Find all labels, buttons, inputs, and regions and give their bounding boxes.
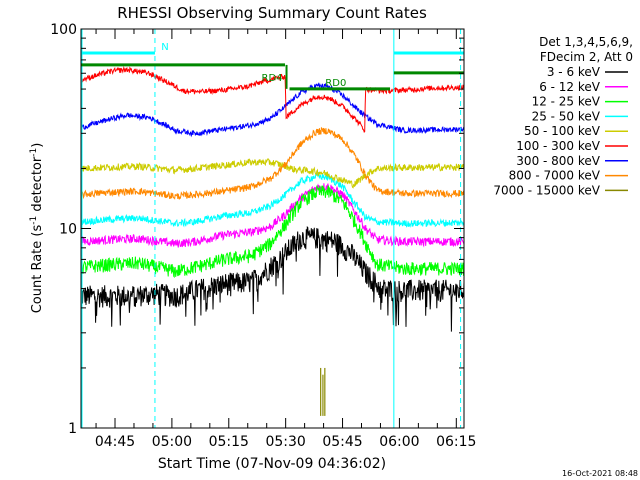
y-axis-title-tail: detector <box>30 156 45 216</box>
series-6-12-kev <box>81 183 464 248</box>
series-line <box>81 171 464 228</box>
legend-label: 7000 - 15000 keV <box>493 183 600 197</box>
legend-entry: 7000 - 15000 keV <box>493 183 628 197</box>
x-tick-label: 06:15 <box>436 434 476 450</box>
legend-entry: 3 - 6 keV <box>547 65 628 79</box>
legend-label: 3 - 6 keV <box>547 65 601 79</box>
legend-entry: 12 - 25 keV <box>532 95 628 109</box>
y-axis-title-end: ) <box>30 143 45 148</box>
series-line <box>81 66 464 133</box>
legend-entry: 50 - 100 keV <box>524 124 628 138</box>
series-800-7000-kev <box>81 126 464 200</box>
legend-header-line-2: FDecim 2, Att 0 <box>540 50 633 64</box>
x-axis-title: Start Time (07-Nov-09 04:36:02) <box>158 456 386 472</box>
legend-label: 100 - 300 keV <box>516 139 600 153</box>
x-tick-label: 06:00 <box>379 434 419 450</box>
series-50-100-kev <box>81 157 464 189</box>
legend-entry: 800 - 7000 keV <box>509 169 628 183</box>
y-axis-title: Count Rate (s-1 detector-1) <box>29 143 45 314</box>
x-tick-label: 05:00 <box>152 434 192 450</box>
legend-entry: 6 - 12 keV <box>539 80 628 94</box>
legend-label: 25 - 50 keV <box>532 109 601 123</box>
legend-entry: 25 - 50 keV <box>532 109 628 123</box>
marker-label: RD4 <box>262 73 283 84</box>
x-tick-label: 05:30 <box>265 434 305 450</box>
legend-header-line-1: Det 1,3,4,5,6,9, <box>539 35 633 49</box>
chart-title: RHESSI Observing Summary Count Rates <box>117 4 427 22</box>
series-line <box>81 183 464 248</box>
legend-label: 300 - 800 keV <box>516 154 600 168</box>
legend-label: 800 - 7000 keV <box>509 169 601 183</box>
state-label: N <box>161 42 168 53</box>
x-tick-label: 05:45 <box>322 434 362 450</box>
footer-timestamp: 16-Oct-2021 08:48 <box>562 469 638 478</box>
series-300-800-kev <box>81 82 464 138</box>
legend: Det 1,3,4,5,6,9, FDecim 2, Att 0 3 - 6 k… <box>493 35 633 197</box>
x-tick-label: 04:45 <box>95 434 135 450</box>
y-axis-title-sup: -1 <box>29 216 39 225</box>
series-line <box>81 157 464 189</box>
y-tick-label: 10 <box>59 222 77 238</box>
state-label: RD0 <box>325 78 346 89</box>
series-12-25-kev <box>81 185 464 279</box>
y-axis-title-main: Count Rate (s <box>30 225 45 314</box>
x-tick-label: 05:15 <box>209 434 249 450</box>
series-7000-15000-kev <box>320 367 326 416</box>
legend-label: 50 - 100 keV <box>524 124 601 138</box>
series-25-50-kev <box>81 171 464 228</box>
y-tick-label: 100 <box>50 22 77 38</box>
series-100-300-kev <box>81 66 464 133</box>
series-line <box>81 82 464 138</box>
series-line <box>81 225 464 332</box>
series-3-6-kev <box>81 225 464 332</box>
legend-label: 12 - 25 keV <box>532 95 601 109</box>
legend-label: 6 - 12 keV <box>539 80 601 94</box>
y-tick-label: 1 <box>68 421 77 437</box>
legend-entry: 100 - 300 keV <box>516 139 628 153</box>
y-axis-title-sup2: -1 <box>29 148 39 157</box>
legend-entry: 300 - 800 keV <box>516 154 628 168</box>
series-line <box>81 126 464 200</box>
series-line <box>81 185 464 279</box>
